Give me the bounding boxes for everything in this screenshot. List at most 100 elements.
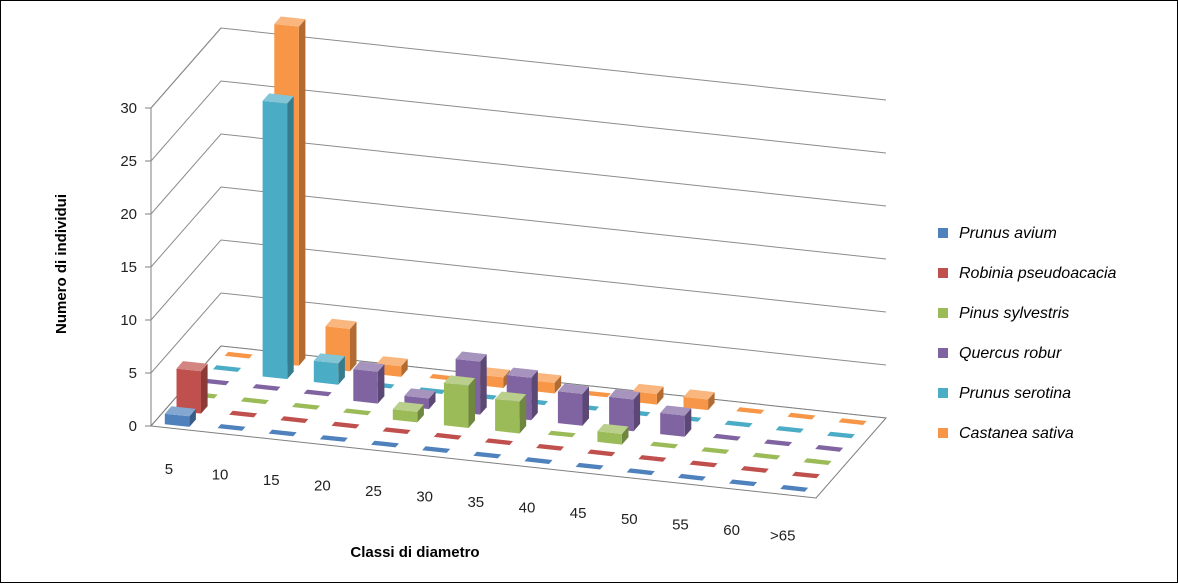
x-tick-label: 45 (570, 505, 587, 522)
bar (712, 433, 741, 441)
x-tick-label: 10 (212, 466, 229, 483)
x-tick-label: 50 (621, 511, 638, 528)
bar-zero-marker (343, 408, 372, 416)
x-tick-label: 40 (519, 500, 536, 517)
bar (803, 458, 832, 465)
bar (280, 416, 309, 423)
bar-zero-marker (712, 433, 741, 441)
bar-top (495, 391, 527, 402)
bar-zero-marker (524, 457, 553, 464)
bar-side (582, 386, 589, 426)
legend-label: Castanea sativa (959, 425, 1074, 442)
bar (484, 438, 513, 446)
bar (217, 424, 246, 431)
bar (313, 353, 345, 385)
bar-zero-marker (473, 451, 502, 459)
bar-side (201, 363, 208, 414)
x-tick-label: 5 (165, 461, 173, 478)
x-tick-label: 55 (672, 516, 689, 533)
bar (382, 427, 411, 434)
bar (609, 389, 641, 432)
bar (826, 431, 855, 439)
legend-swatch (938, 308, 948, 318)
bar (764, 439, 793, 447)
x-tick-label: 35 (467, 494, 484, 511)
bar (353, 361, 385, 404)
bar-front (495, 399, 520, 434)
bar-top (443, 375, 475, 386)
bar-top (609, 389, 641, 400)
legend-label: Pinus sylvestris (959, 305, 1069, 322)
bar-side (338, 356, 345, 385)
legend-label: Robinia pseudoacacia (959, 265, 1117, 282)
legend-item: Castanea sativa (938, 425, 1074, 442)
bar-top (597, 423, 629, 434)
gridline (150, 133, 887, 215)
bar-zero-marker (638, 455, 667, 462)
bar-top (660, 405, 692, 416)
bar-side (287, 96, 294, 380)
bar (752, 452, 781, 460)
bar-zero-marker (547, 430, 576, 438)
bar-zero-marker (740, 466, 769, 473)
bar (433, 432, 462, 440)
bar-zero-marker (382, 427, 411, 434)
bar-top (404, 388, 436, 399)
legend-swatch (938, 268, 948, 278)
x-tick-label: 30 (416, 489, 433, 506)
bar-zero-marker (838, 418, 867, 425)
bar-top (557, 383, 589, 394)
legend-item: Quercus robur (938, 345, 1062, 362)
legend-swatch (938, 228, 948, 238)
bar (575, 462, 604, 470)
bar (201, 378, 230, 386)
bar-zero-marker (775, 426, 804, 433)
bar-zero-marker (240, 397, 269, 405)
bar-zero-marker (729, 479, 758, 487)
bar-front (313, 360, 339, 385)
bar (303, 389, 332, 397)
bar (176, 361, 208, 414)
bar (422, 446, 451, 453)
bar-front (176, 368, 201, 414)
bar (213, 365, 242, 372)
bar (443, 375, 475, 428)
bar (787, 412, 816, 420)
bar (240, 397, 269, 405)
bar-front (262, 100, 288, 380)
bar (638, 455, 667, 462)
bar-side (480, 354, 487, 415)
bar-top (506, 367, 538, 378)
bar-side (554, 375, 562, 394)
bar-zero-marker (677, 473, 706, 481)
bar (626, 468, 655, 476)
bar-top (274, 16, 306, 27)
bar-zero-marker (280, 416, 309, 423)
bar-side (621, 426, 629, 445)
bar (780, 485, 809, 492)
bar-side (401, 358, 408, 377)
bar (838, 418, 867, 425)
bar-zero-marker (536, 444, 565, 451)
bar-zero-marker (826, 431, 855, 439)
gridline (150, 186, 887, 268)
bar (229, 410, 258, 418)
y-axis-title: Numero di individui (53, 194, 70, 334)
legend-swatch (938, 348, 948, 358)
bar-top (455, 351, 487, 362)
bar-side (633, 392, 641, 432)
bar-zero-marker (371, 440, 399, 448)
bar-top (376, 356, 408, 367)
bar-side (519, 394, 527, 434)
bar (729, 479, 758, 487)
bar (597, 423, 629, 445)
bar-zero-marker (252, 384, 281, 391)
bar-zero-marker (331, 421, 360, 429)
y-tick-label: 20 (120, 206, 137, 223)
bar (775, 426, 804, 433)
bar-side (298, 19, 306, 366)
bar-side (656, 386, 664, 405)
legend: Prunus avium Robinia pseudoacacia Pinus sy… (938, 225, 1117, 442)
gridline (150, 80, 887, 162)
